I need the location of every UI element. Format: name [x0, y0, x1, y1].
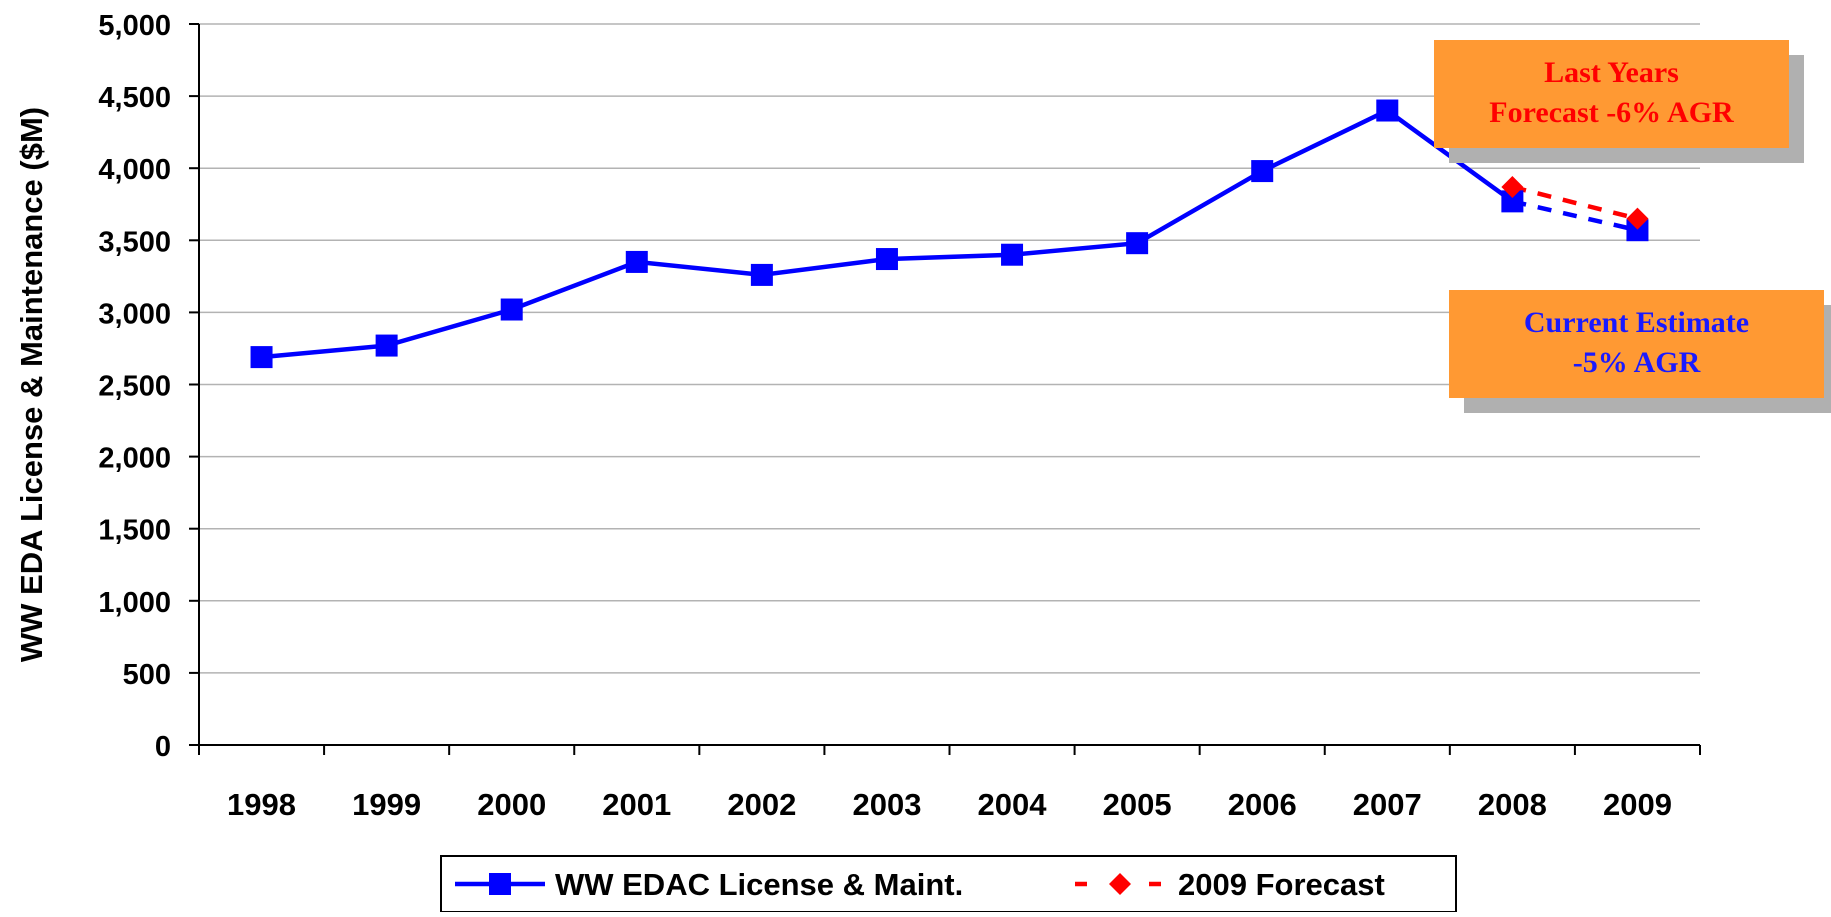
x-tick-label: 2004: [978, 787, 1048, 822]
data-point: [501, 299, 523, 321]
y-tick-label: 1,000: [98, 587, 171, 619]
y-tick-label: 0: [155, 731, 171, 763]
x-tick-label: 2008: [1478, 787, 1547, 822]
y-tick-label: 4,500: [98, 82, 171, 114]
annotation-text: Forecast -6% AGR: [1489, 96, 1734, 129]
data-point: [1376, 100, 1398, 122]
legend-label: 2009 Forecast: [1178, 867, 1385, 902]
annotation-text: Last Years: [1544, 56, 1679, 89]
y-tick-label: 500: [123, 659, 171, 691]
y-axis-title: WW EDA License & Maintenance ($M): [14, 107, 49, 662]
y-tick-label: 4,000: [98, 154, 171, 186]
y-tick-label: 2,000: [98, 443, 171, 475]
data-point: [376, 335, 398, 357]
y-tick-label: 3,500: [98, 226, 171, 258]
x-tick-label: 1999: [352, 787, 421, 822]
x-tick-label: 1998: [227, 787, 296, 822]
y-tick-label: 2,500: [98, 371, 171, 403]
annotation-text: -5% AGR: [1573, 346, 1701, 379]
legend-label: WW EDAC License & Maint.: [555, 867, 963, 902]
x-tick-label: 2001: [602, 787, 671, 822]
data-point: [751, 264, 773, 286]
y-tick-label: 3,000: [98, 298, 171, 330]
data-point: [1001, 244, 1023, 266]
x-tick-label: 2000: [477, 787, 546, 822]
x-tick-label: 2003: [852, 787, 921, 822]
y-tick-label: 5,000: [98, 10, 171, 42]
annotation-text: Current Estimate: [1524, 306, 1749, 339]
data-point: [626, 251, 648, 273]
x-tick-label: 2007: [1353, 787, 1422, 822]
data-point: [1126, 232, 1148, 254]
legend-marker: [489, 873, 511, 895]
x-tick-label: 2006: [1228, 787, 1297, 822]
x-tick-label: 2005: [1103, 787, 1172, 822]
y-tick-label: 1,500: [98, 515, 171, 547]
data-point: [251, 346, 273, 368]
series-line: [262, 111, 1513, 358]
data-point: [876, 248, 898, 270]
x-tick-label: 2009: [1603, 787, 1672, 822]
data-point: [1251, 160, 1273, 182]
x-tick-label: 2002: [727, 787, 796, 822]
